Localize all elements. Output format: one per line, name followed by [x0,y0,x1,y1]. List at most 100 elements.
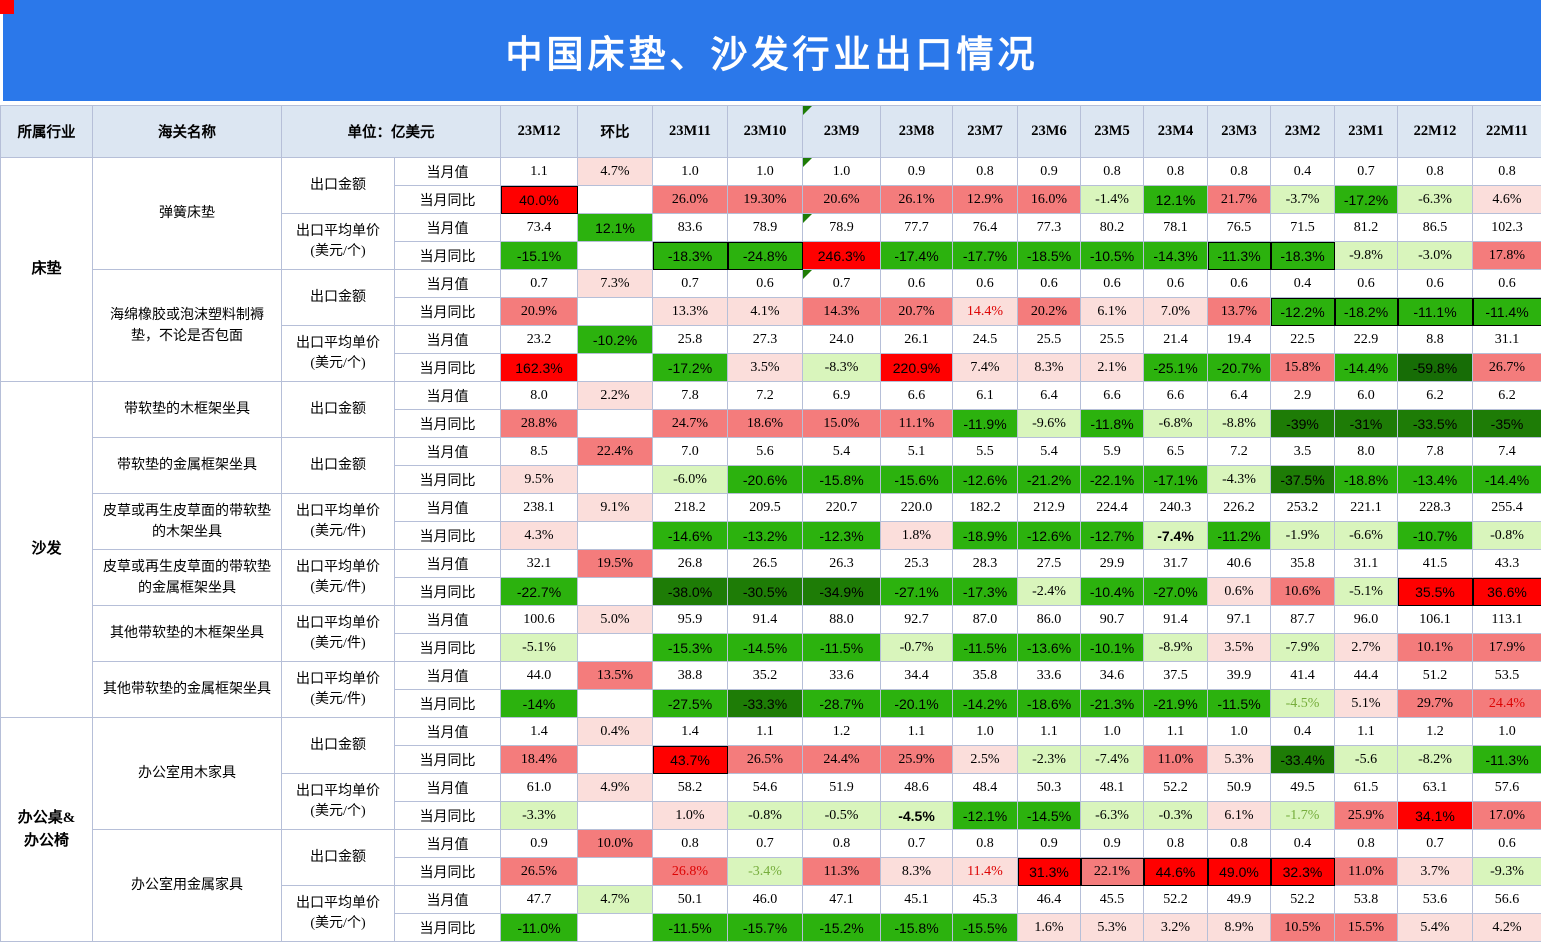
data-cell[interactable]: 2.7% [1335,634,1398,662]
data-cell[interactable]: 8.5 [501,438,578,466]
data-cell[interactable]: -20.6% [728,466,803,494]
data-cell[interactable]: 6.0 [1335,382,1398,410]
data-cell[interactable]: 9.5% [501,466,578,494]
data-cell[interactable]: 0.9 [1081,830,1144,858]
period-type-cell[interactable]: 当月值 [395,326,501,354]
data-cell[interactable]: -8.8% [1208,410,1271,438]
data-cell[interactable]: 26.1% [881,186,953,214]
data-cell[interactable]: 212.9 [1018,494,1081,522]
data-cell[interactable]: 29.7% [1398,690,1473,718]
data-cell[interactable]: 26.3 [803,550,881,578]
data-cell[interactable]: 1.0 [728,158,803,186]
data-cell[interactable]: 25.3 [881,550,953,578]
data-cell[interactable]: -12.7% [1081,522,1144,550]
data-cell[interactable]: 24.0 [803,326,881,354]
data-cell[interactable]: -0.3% [1144,802,1208,830]
data-cell[interactable]: 0.7 [1398,830,1473,858]
data-cell[interactable]: -3.3% [501,802,578,830]
data-cell[interactable]: -11.3% [1208,242,1271,270]
col-header-month[interactable]: 23M1 [1335,106,1398,158]
product-cell[interactable]: 海绵橡胶或泡沫塑料制褥垫，不论是否包面 [93,270,282,382]
data-cell[interactable]: -38.0% [653,578,728,606]
data-cell[interactable]: -17.2% [1335,186,1398,214]
metric-cell[interactable]: 出口平均单价 (美元/件) [282,662,395,718]
col-header-customs[interactable]: 海关名称 [93,106,282,158]
data-cell[interactable]: 17.0% [1473,802,1541,830]
data-cell[interactable]: 50.3 [1018,774,1081,802]
product-cell[interactable]: 办公室用金属家具 [93,830,282,942]
data-cell[interactable]: 0.7 [881,830,953,858]
data-cell[interactable]: 0.7 [501,270,578,298]
data-cell[interactable]: 18.4% [501,746,578,774]
data-cell[interactable]: 0.7 [803,270,881,298]
data-cell[interactable]: 0.6 [1335,270,1398,298]
data-cell[interactable]: -2.4% [1018,578,1081,606]
data-cell[interactable]: 63.1 [1398,774,1473,802]
data-cell[interactable]: 253.2 [1271,494,1335,522]
data-cell[interactable]: 4.3% [501,522,578,550]
data-cell[interactable]: 12.9% [953,186,1018,214]
col-header-month[interactable]: 23M11 [653,106,728,158]
data-cell[interactable]: 22.5 [1271,326,1335,354]
metric-cell[interactable]: 出口平均单价 (美元/件) [282,606,395,662]
data-cell[interactable]: -11.0% [501,914,578,942]
data-cell[interactable]: 48.6 [881,774,953,802]
data-cell[interactable]: 0.8 [1208,830,1271,858]
data-cell[interactable]: -12.6% [953,466,1018,494]
data-cell[interactable]: 87.7 [1271,606,1335,634]
data-cell[interactable]: -11.5% [1208,690,1271,718]
data-cell[interactable]: 5.4 [1018,438,1081,466]
data-cell[interactable]: 3.7% [1398,858,1473,886]
data-cell[interactable]: 26.5% [501,858,578,886]
metric-cell[interactable]: 出口平均单价 (美元/件) [282,494,395,550]
metric-cell[interactable]: 出口金额 [282,718,395,774]
data-cell[interactable]: -13.6% [1018,634,1081,662]
data-cell[interactable]: -5.6 [1335,746,1398,774]
data-cell[interactable]: 7.2 [728,382,803,410]
data-cell[interactable]: 33.6 [803,662,881,690]
metric-cell[interactable]: 出口金额 [282,382,395,438]
data-cell[interactable]: 76.5 [1208,214,1271,242]
data-cell[interactable]: 0.8 [653,830,728,858]
data-cell[interactable]: -12.3% [803,522,881,550]
period-type-cell[interactable]: 当月同比 [395,186,501,214]
data-cell[interactable] [578,466,653,494]
data-cell[interactable]: 226.2 [1208,494,1271,522]
data-cell[interactable]: 32.3% [1271,858,1335,886]
data-cell[interactable]: 44.6% [1144,858,1208,886]
data-cell[interactable]: -11.9% [953,410,1018,438]
data-cell[interactable]: 22.1% [1081,858,1144,886]
data-cell[interactable]: -5.1% [501,634,578,662]
data-cell[interactable]: -14.4% [1335,354,1398,382]
data-cell[interactable]: 11.0% [1144,746,1208,774]
data-cell[interactable]: 0.8 [953,158,1018,186]
data-cell[interactable]: -14.5% [1018,802,1081,830]
col-header-month[interactable]: 23M9 [803,106,881,158]
data-cell[interactable]: -7.4% [1144,522,1208,550]
period-type-cell[interactable]: 当月值 [395,774,501,802]
data-cell[interactable]: 25.9% [881,746,953,774]
col-header-month[interactable]: 23M2 [1271,106,1335,158]
data-cell[interactable]: -11.3% [1473,746,1541,774]
product-cell[interactable]: 其他带软垫的木框架坐具 [93,606,282,662]
data-cell[interactable]: 11.1% [881,410,953,438]
data-cell[interactable]: -3.7% [1271,186,1335,214]
data-cell[interactable]: -7.4% [1081,746,1144,774]
period-type-cell[interactable]: 当月值 [395,438,501,466]
data-cell[interactable]: 5.1% [1335,690,1398,718]
data-cell[interactable]: 15.5% [1335,914,1398,942]
metric-cell[interactable]: 出口金额 [282,270,395,326]
period-type-cell[interactable]: 当月同比 [395,746,501,774]
metric-cell[interactable]: 出口平均单价 (美元/个) [282,214,395,270]
data-cell[interactable]: 0.7 [728,830,803,858]
data-cell[interactable]: 33.6 [1018,662,1081,690]
data-cell[interactable]: 1.1 [881,718,953,746]
data-cell[interactable]: 53.5 [1473,662,1541,690]
data-cell[interactable]: 6.6 [1144,382,1208,410]
period-type-cell[interactable]: 当月同比 [395,802,501,830]
data-cell[interactable]: -14.2% [953,690,1018,718]
data-cell[interactable]: 5.4 [803,438,881,466]
data-cell[interactable]: 0.6 [728,270,803,298]
product-cell[interactable]: 皮草或再生皮草面的带软垫的金属框架坐具 [93,550,282,606]
data-cell[interactable]: 77.3 [1018,214,1081,242]
